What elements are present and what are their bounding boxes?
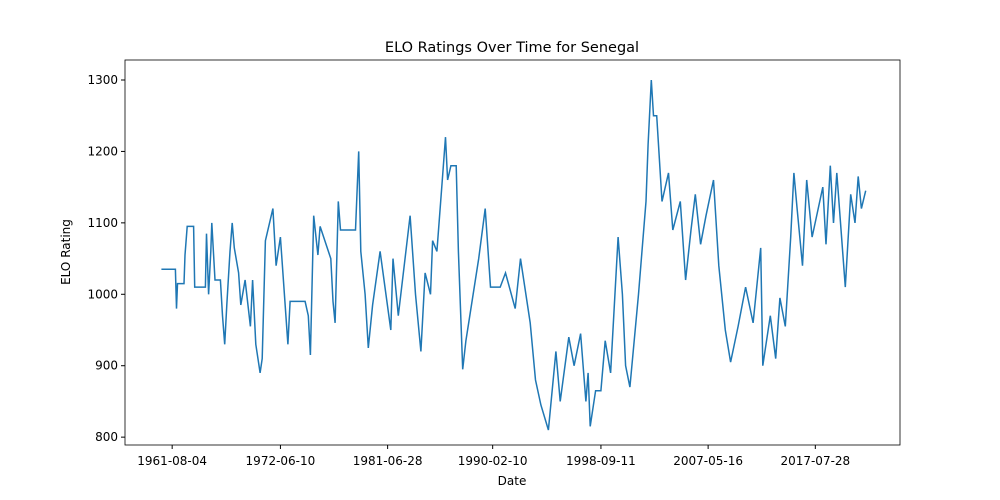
x-tick-label: 1981-06-28	[353, 454, 423, 468]
x-axis-label: Date	[498, 474, 527, 488]
data-line	[161, 79, 867, 431]
x-tick-label: 1972-06-10	[246, 454, 316, 468]
x-tick-label: 1990-02-10	[458, 454, 528, 468]
y-axis-label: ELO Rating	[59, 219, 73, 285]
x-tick-label: 1961-08-04	[137, 454, 207, 468]
y-tick-label: 1000	[87, 287, 118, 301]
y-tick-label: 900	[95, 359, 118, 373]
chart-title: ELO Ratings Over Time for Senegal	[385, 40, 639, 56]
x-tick-label: 2007-05-16	[673, 454, 743, 468]
x-tick-label: 2017-07-28	[780, 454, 850, 468]
y-tick-label: 1200	[87, 144, 118, 158]
y-tick-label: 1300	[87, 73, 118, 87]
plot-frame	[124, 59, 901, 446]
y-tick-label: 1100	[87, 216, 118, 230]
y-tick-label: 800	[95, 430, 118, 444]
x-tick-label: 1998-09-11	[566, 454, 636, 468]
